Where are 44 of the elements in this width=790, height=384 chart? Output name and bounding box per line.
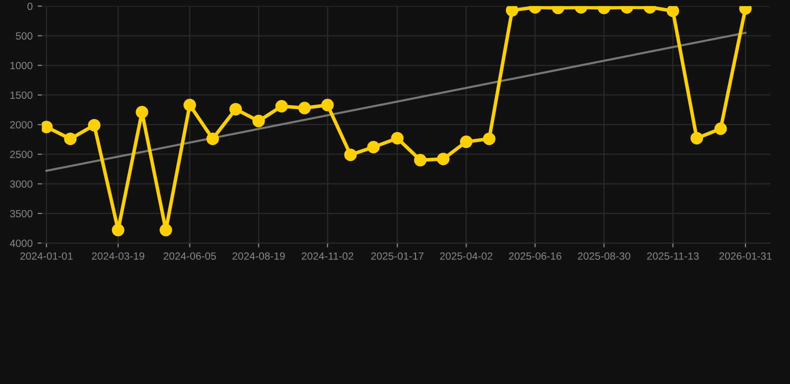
point	[714, 122, 727, 136]
point	[229, 102, 242, 116]
x-tick-label: 2024-06-05	[164, 252, 216, 260]
point	[666, 6, 680, 18]
point	[437, 152, 450, 166]
x-tick-label: 2026-01-31	[719, 252, 772, 260]
point	[136, 106, 148, 118]
y-tick-label: 3000	[10, 180, 32, 188]
point	[460, 136, 472, 148]
point	[298, 102, 311, 114]
point	[482, 132, 496, 146]
x-tick-label: 2025-04-02	[440, 252, 492, 260]
y-tick-label: 2500	[10, 150, 32, 158]
x-tick-label: 2025-06-16	[508, 252, 562, 260]
point	[88, 118, 100, 132]
point	[321, 98, 334, 112]
point	[252, 114, 265, 128]
point	[414, 154, 427, 166]
point	[64, 132, 77, 146]
x-tick-label: 2024-01-01	[20, 252, 73, 260]
point	[206, 132, 219, 146]
point	[690, 132, 704, 144]
point	[344, 148, 357, 162]
x-tick-label: 2025-01-17	[371, 252, 424, 260]
point	[367, 140, 380, 154]
y-tick-label: 4000	[10, 240, 32, 247]
x-tick-label: 2025-11-13	[647, 252, 699, 260]
y-tick-label: 500	[16, 32, 32, 40]
x-tick-label: 2025-08-30	[578, 252, 630, 260]
point	[160, 224, 172, 236]
point	[112, 224, 124, 236]
point	[391, 132, 404, 144]
y-tick-label: 2000	[10, 121, 32, 128]
y-tick-label: 1500	[10, 91, 32, 99]
y-tick-label: 1000	[10, 62, 32, 70]
x-tick-label: 2024-03-19	[92, 252, 144, 260]
point	[506, 6, 518, 17]
point	[42, 120, 53, 134]
point	[184, 98, 196, 112]
y-tick-label: 0	[27, 2, 32, 10]
x-tick-label: 2024-11-02	[302, 252, 354, 260]
point	[275, 100, 288, 112]
y-tick-label: 3500	[10, 210, 32, 218]
x-tick-label: 2024-08-19	[232, 252, 285, 260]
